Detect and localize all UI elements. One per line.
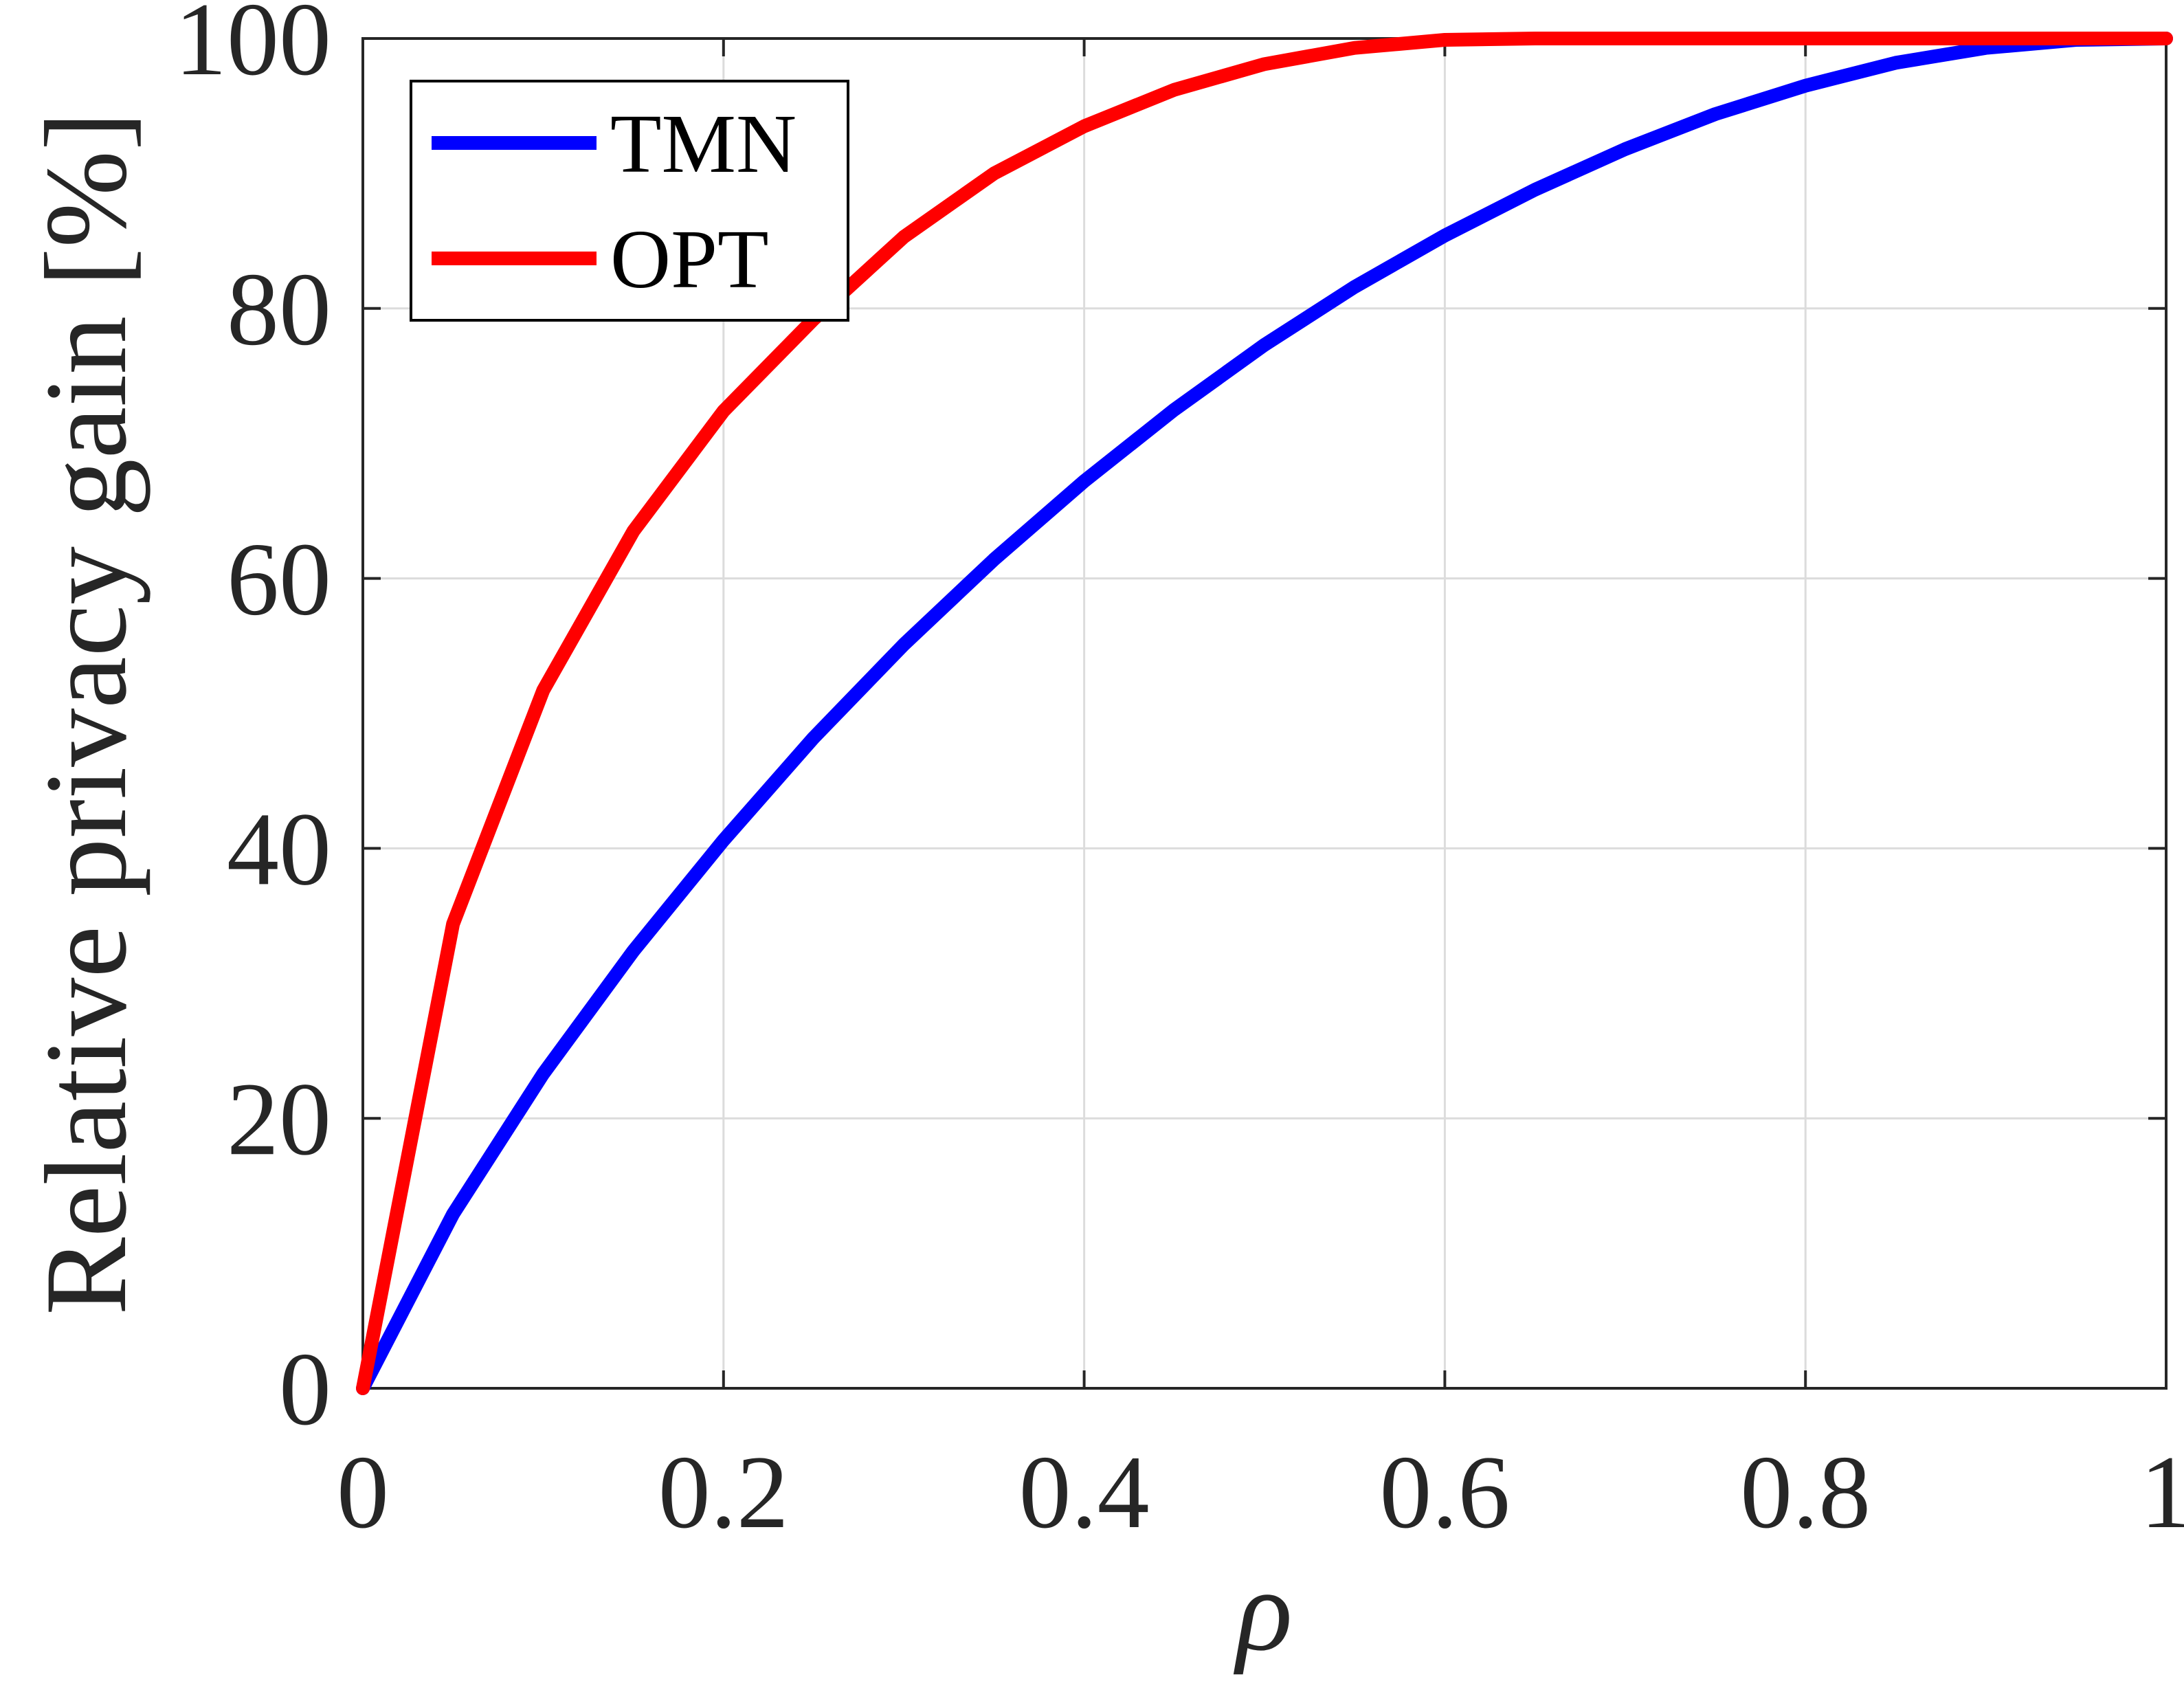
y-tick-label: 100 [175, 0, 331, 97]
series-lines [356, 32, 2173, 1395]
y-tick-label: 0 [279, 1331, 331, 1447]
y-axis-title: Relative privacy gain [%] [21, 111, 151, 1315]
x-tick-label: 0.8 [1740, 1434, 1871, 1550]
x-tick-label: 0.6 [1379, 1434, 1510, 1550]
tick-labels: 0 0.2 0.4 0.6 0.8 1 0 20 40 60 80 100 [175, 0, 2184, 1550]
y-tick-label: 60 [227, 522, 331, 637]
y-tick-label: 80 [227, 252, 331, 367]
x-axis-title: ρ [1233, 1546, 1293, 1675]
legend-label-opt: OPT [610, 213, 768, 306]
x-tick-label: 1 [2140, 1434, 2184, 1550]
plot-area-frame [361, 37, 2168, 1390]
axis-ticks [361, 37, 2168, 1390]
legend: TMN OPT [410, 80, 849, 322]
grid-lines [361, 37, 2168, 1390]
x-tick-label: 0.2 [658, 1434, 789, 1550]
y-tick-label: 40 [227, 791, 331, 907]
x-tick-label: 0 [337, 1434, 389, 1550]
legend-box [410, 80, 849, 322]
y-tick-label: 20 [227, 1061, 331, 1177]
legend-items: TMN OPT [432, 98, 796, 306]
series-line-tmn [356, 32, 2173, 1395]
legend-label-tmn: TMN [610, 98, 796, 190]
x-tick-label: 0.4 [1019, 1434, 1150, 1550]
series-line-opt [356, 32, 2173, 1395]
